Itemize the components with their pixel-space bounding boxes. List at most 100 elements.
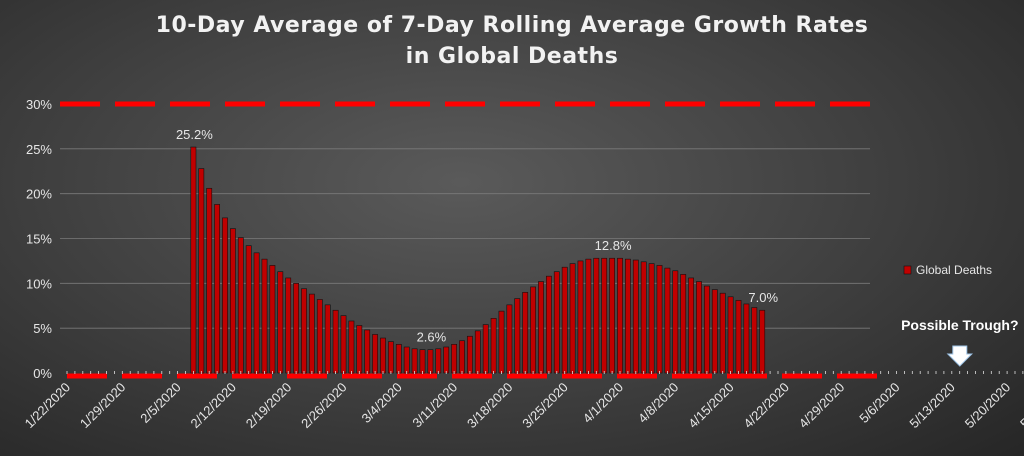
bar [198, 168, 205, 374]
bar [206, 187, 213, 374]
bar [617, 257, 623, 374]
bar [427, 349, 434, 374]
bar [245, 245, 252, 374]
bar [577, 260, 584, 374]
bar [230, 228, 236, 374]
bar [735, 300, 742, 374]
x-tick-label: 4/8/2020 [635, 380, 681, 426]
bar [522, 291, 529, 374]
legend: Global Deaths [903, 263, 992, 277]
y-tick-label: 30% [26, 97, 52, 112]
bar [356, 325, 363, 374]
bar [490, 318, 497, 374]
bar [656, 265, 663, 374]
x-tick-label: 5/6/2020 [856, 380, 902, 426]
bar [506, 304, 513, 374]
bar [395, 344, 402, 374]
reference-lines [60, 101, 1024, 379]
y-tick-label: 15% [26, 232, 52, 247]
bar [372, 334, 378, 374]
x-tick-label: 2/12/2020 [188, 380, 240, 432]
x-tick-label: 3/25/2020 [519, 380, 571, 432]
bar [348, 320, 355, 374]
bar [324, 304, 331, 374]
chart-title: 10-Day Average of 7-Day Rolling Average … [0, 10, 1024, 72]
bar [269, 265, 276, 374]
chart-title-line-1: 10-Day Average of 7-Day Rolling Average … [155, 13, 869, 38]
x-tick-label: 5/27/2020 [1017, 380, 1024, 432]
x-tick-label: 2/19/2020 [243, 380, 295, 432]
bar [640, 261, 647, 374]
bar [719, 292, 726, 374]
bar-series-global-deaths [190, 146, 766, 374]
bar [585, 258, 592, 374]
bar [648, 263, 655, 374]
trough-annotation: Possible Trough? [901, 317, 1019, 367]
bar [190, 146, 197, 374]
bar [451, 344, 457, 374]
x-tick-label: 1/29/2020 [77, 380, 129, 432]
down-arrow-icon [946, 345, 974, 367]
bar [561, 266, 568, 374]
bar [530, 286, 536, 374]
bar [459, 340, 465, 374]
data-label: 2.6% [417, 330, 447, 345]
bar [727, 296, 734, 374]
bar [411, 348, 418, 374]
x-tick-label: 4/29/2020 [796, 380, 848, 432]
data-label: 7.0% [748, 290, 778, 305]
bar [316, 299, 323, 374]
bar [332, 309, 339, 374]
bar [703, 285, 710, 374]
bar [253, 252, 260, 374]
bar [601, 257, 608, 374]
y-tick-label: 20% [26, 187, 52, 202]
bar [474, 330, 481, 374]
y-axis-tick-labels: 0% 5% 10% 15% 20% 25% 30% [26, 97, 52, 381]
chart-title-line-2: in Global Deaths [405, 44, 619, 69]
bar [711, 289, 718, 374]
bar [609, 257, 615, 374]
bar [466, 335, 473, 374]
x-tick-label: 4/22/2020 [741, 380, 793, 432]
bar [569, 263, 576, 374]
y-tick-label: 25% [26, 142, 52, 157]
bar [222, 217, 228, 374]
bar [364, 329, 371, 374]
bar [538, 281, 544, 374]
y-tick-label: 5% [33, 321, 52, 336]
x-tick-label: 4/1/2020 [580, 380, 626, 426]
annotation-text: Possible Trough? [901, 317, 1018, 333]
bar [514, 298, 521, 374]
bar [261, 258, 268, 374]
bar [301, 288, 307, 374]
bar [553, 271, 560, 374]
bar [482, 324, 489, 374]
bar [696, 281, 702, 374]
x-axis-tick-labels: 1/22/2020 1/29/2020 2/5/2020 2/12/2020 2/19/… [22, 380, 1024, 432]
bar [237, 237, 244, 374]
x-tick-label: 4/15/2020 [685, 380, 737, 432]
y-tick-label: 0% [33, 366, 52, 381]
x-tick-label: 2/5/2020 [137, 380, 183, 426]
legend-swatch [903, 265, 912, 275]
bar [435, 348, 442, 374]
bar [688, 277, 694, 374]
data-label: 12.8% [595, 238, 632, 253]
data-label: 25.2% [176, 127, 213, 142]
x-tick-label: 2/26/2020 [298, 380, 350, 432]
bar [680, 274, 687, 374]
bar [624, 258, 631, 374]
bar [632, 259, 639, 374]
bar [340, 315, 347, 374]
bar [380, 337, 386, 374]
bar [214, 204, 220, 374]
x-tick-label: 3/18/2020 [464, 380, 516, 432]
bar [387, 341, 394, 374]
bar [285, 277, 292, 374]
x-tick-label: 3/4/2020 [359, 380, 405, 426]
bar [759, 309, 766, 374]
bar [664, 267, 671, 374]
bar [751, 307, 758, 374]
